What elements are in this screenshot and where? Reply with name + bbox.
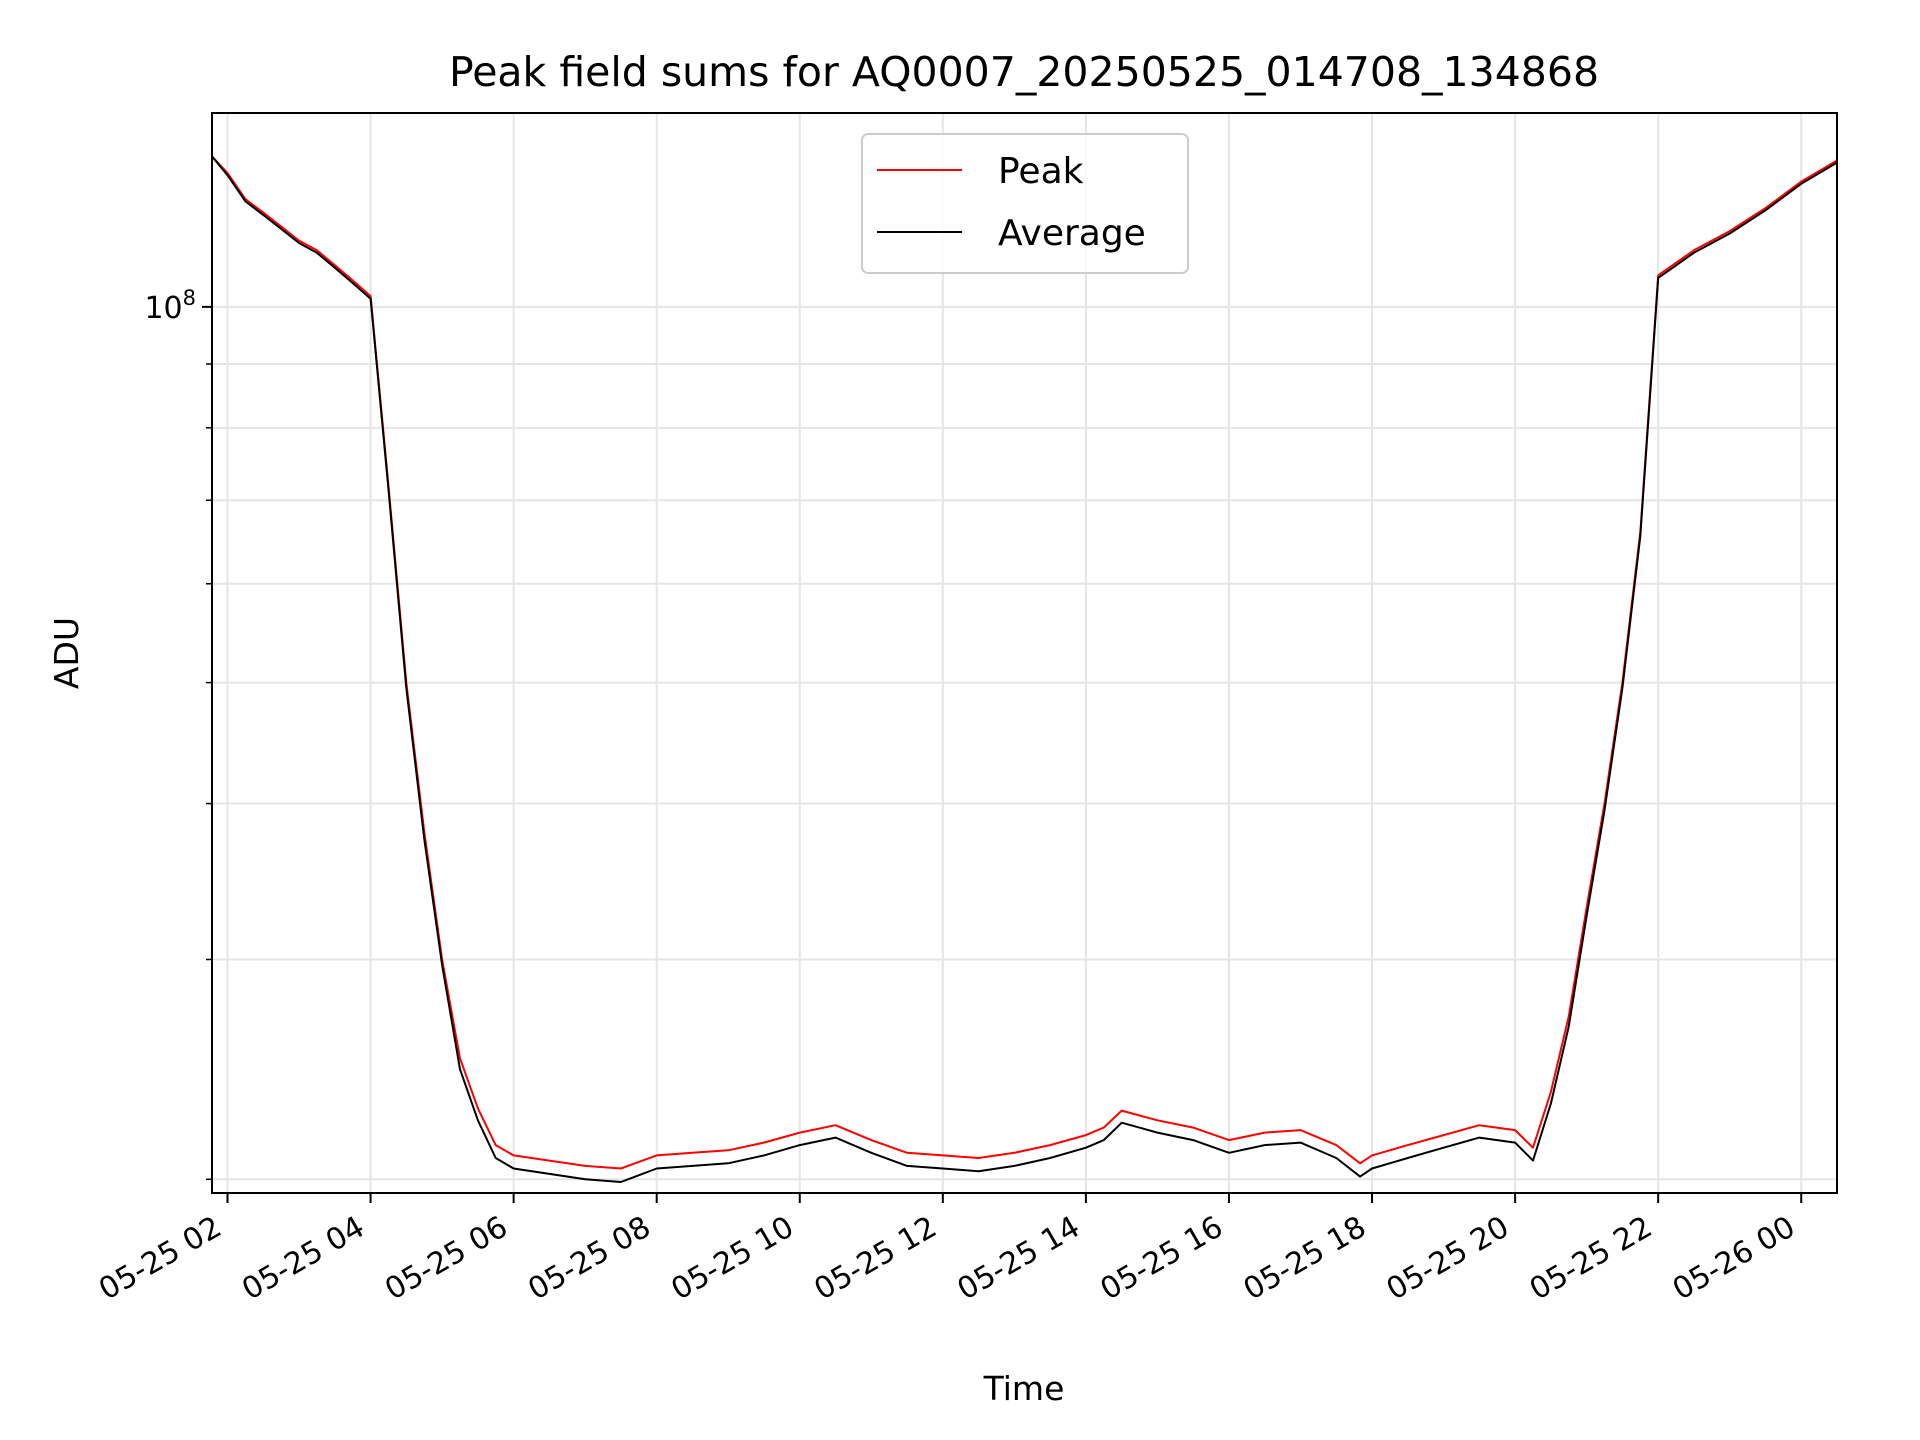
legend-label-peak: Peak — [998, 151, 1084, 192]
plot-frame — [211, 112, 1838, 1194]
grid — [212, 113, 1837, 1193]
legend-label-average: Average — [998, 213, 1146, 254]
legend: Peak Average — [861, 133, 1189, 274]
legend-box — [861, 133, 1189, 274]
y-axis-title: ADU — [47, 617, 86, 689]
chart-title: Peak field sums for AQ0007_20250525_0147… — [449, 48, 1599, 96]
series-lines — [211, 155, 1838, 1183]
x-axis-title: Time — [983, 1369, 1065, 1408]
y-tick-label: 108 — [144, 286, 196, 326]
series-line-average — [211, 155, 1838, 1183]
